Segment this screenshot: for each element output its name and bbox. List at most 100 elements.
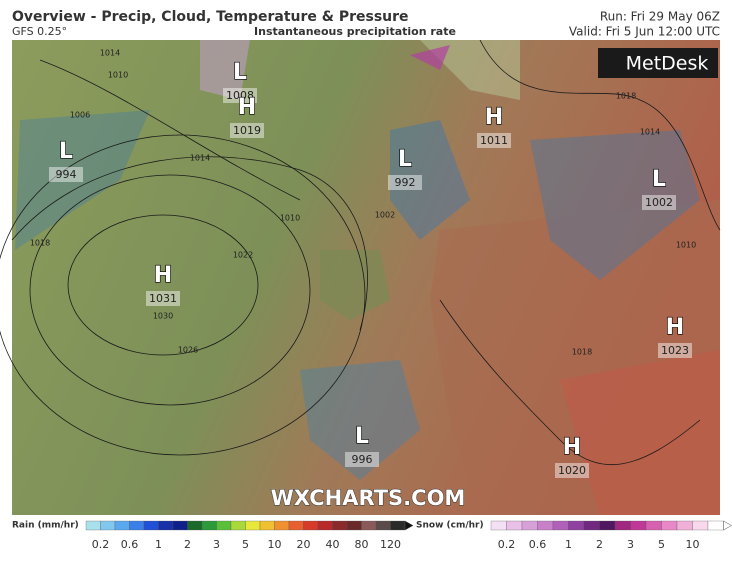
isobar-label: 1014	[640, 128, 660, 137]
isobar-label: 1014	[100, 49, 120, 58]
snow-legend-label: Snow (cm/hr)	[416, 521, 484, 531]
snow-tick-label: 1	[565, 538, 572, 551]
rain-tick-label: 10	[268, 538, 282, 551]
isobar-label: 1006	[70, 111, 90, 120]
value-box	[146, 291, 180, 306]
snow-arrow	[723, 520, 732, 531]
isobar-label: 1026	[178, 346, 198, 355]
pressure-value: 1031	[149, 292, 177, 305]
pressure-value: 992	[395, 176, 416, 189]
cloud	[300, 40, 520, 100]
pressure-value: 1002	[645, 196, 673, 209]
rain-swatch	[288, 520, 304, 531]
snow-tick-label: 0.6	[529, 538, 547, 551]
snow-swatch	[552, 520, 569, 531]
snow-swatch	[614, 520, 631, 531]
isobar-label: 1018	[616, 92, 636, 101]
isobar-label: 1030	[153, 312, 173, 321]
rain-legend-label: Rain (mm/hr)	[12, 521, 79, 531]
rain-swatch	[346, 520, 362, 531]
snow-swatch	[583, 520, 600, 531]
rain-swatch	[129, 520, 145, 531]
pressure-value: 996	[352, 453, 373, 466]
pressure-symbol: H	[666, 315, 684, 340]
precip	[300, 360, 420, 480]
rain-tick-label: 5	[242, 538, 249, 551]
snow-swatch	[599, 520, 616, 531]
rain-swatch	[332, 520, 348, 531]
logo-box	[598, 48, 718, 78]
isobar-label: 1010	[676, 241, 696, 250]
precip	[530, 130, 700, 280]
pressure-value: 994	[56, 168, 77, 181]
pressure-symbol: L	[355, 424, 369, 449]
rain-swatch	[201, 520, 217, 531]
title: Overview - Precip, Cloud, Temperature & …	[12, 9, 409, 25]
pressure-symbol: H	[485, 105, 503, 130]
pressure-value: 1023	[661, 344, 689, 357]
snow-swatch	[707, 520, 724, 531]
snow-tick-label: 2	[596, 538, 603, 551]
snow-swatch	[506, 520, 523, 531]
land	[320, 250, 390, 320]
value-box	[223, 88, 257, 103]
isobar-label: 1014	[190, 154, 210, 163]
value-box	[642, 195, 676, 210]
value-box	[555, 463, 589, 478]
isobar	[39, 59, 301, 201]
snow-swatch	[630, 520, 647, 531]
pressure-symbol: H	[563, 435, 581, 460]
isobar-label: 1010	[108, 71, 128, 80]
isobar	[439, 299, 701, 466]
rain-tick-label: 0.6	[121, 538, 139, 551]
snow-tick-label: 10	[686, 538, 700, 551]
rain-swatch	[100, 520, 116, 531]
rain-swatch	[172, 520, 188, 531]
value-box	[658, 343, 692, 358]
subtitle: Instantaneous precipitation rate	[254, 25, 456, 38]
rain-swatch	[230, 520, 246, 531]
rain-swatch	[274, 520, 290, 531]
isobar	[11, 156, 368, 331]
snow-tick-label: 0.2	[498, 538, 516, 551]
pressure-symbol: H	[238, 95, 256, 120]
isobar	[67, 214, 259, 356]
valid: Valid: Fri 5 Jun 12:00 UTC	[569, 25, 720, 39]
isobar-label: 1022	[233, 251, 253, 260]
snow-tick-label: 5	[658, 538, 665, 551]
rain-tick-label: 20	[297, 538, 311, 551]
snow-swatch	[676, 520, 693, 531]
rain-arrow	[404, 520, 414, 531]
isobar-label: 1010	[280, 214, 300, 223]
value-box	[477, 133, 511, 148]
rain-tick-label: 2	[184, 538, 191, 551]
snow	[410, 45, 450, 70]
land	[560, 350, 720, 515]
pressure-symbol: L	[398, 147, 412, 172]
value-box	[388, 175, 422, 190]
rain-swatch	[375, 520, 391, 531]
rain-swatch	[143, 520, 159, 531]
snow-tick-label: 3	[627, 538, 634, 551]
pressure-symbol: L	[233, 60, 247, 85]
rain-swatch	[187, 520, 203, 531]
rain-swatch	[85, 520, 101, 531]
pressure-value: 1020	[558, 464, 586, 477]
snow-swatch	[537, 520, 554, 531]
isobar-label: 1018	[572, 348, 592, 357]
snow-swatch	[661, 520, 678, 531]
rain-swatch	[245, 520, 261, 531]
pressure-value: 1011	[480, 134, 508, 147]
pressure-value: 1019	[233, 124, 261, 137]
logo: MetDesk	[626, 53, 709, 75]
pressure-symbol: L	[652, 167, 666, 192]
pressure-value: 1008	[226, 89, 254, 102]
precip	[390, 120, 470, 240]
snow	[200, 40, 250, 100]
rain-tick-label: 120	[380, 538, 401, 551]
rain-tick-label: 3	[213, 538, 220, 551]
watermark: WXCHARTS.COM	[271, 486, 466, 510]
rain-tick-label: 80	[355, 538, 369, 551]
rain-swatch	[259, 520, 275, 531]
rain-swatch	[361, 520, 377, 531]
